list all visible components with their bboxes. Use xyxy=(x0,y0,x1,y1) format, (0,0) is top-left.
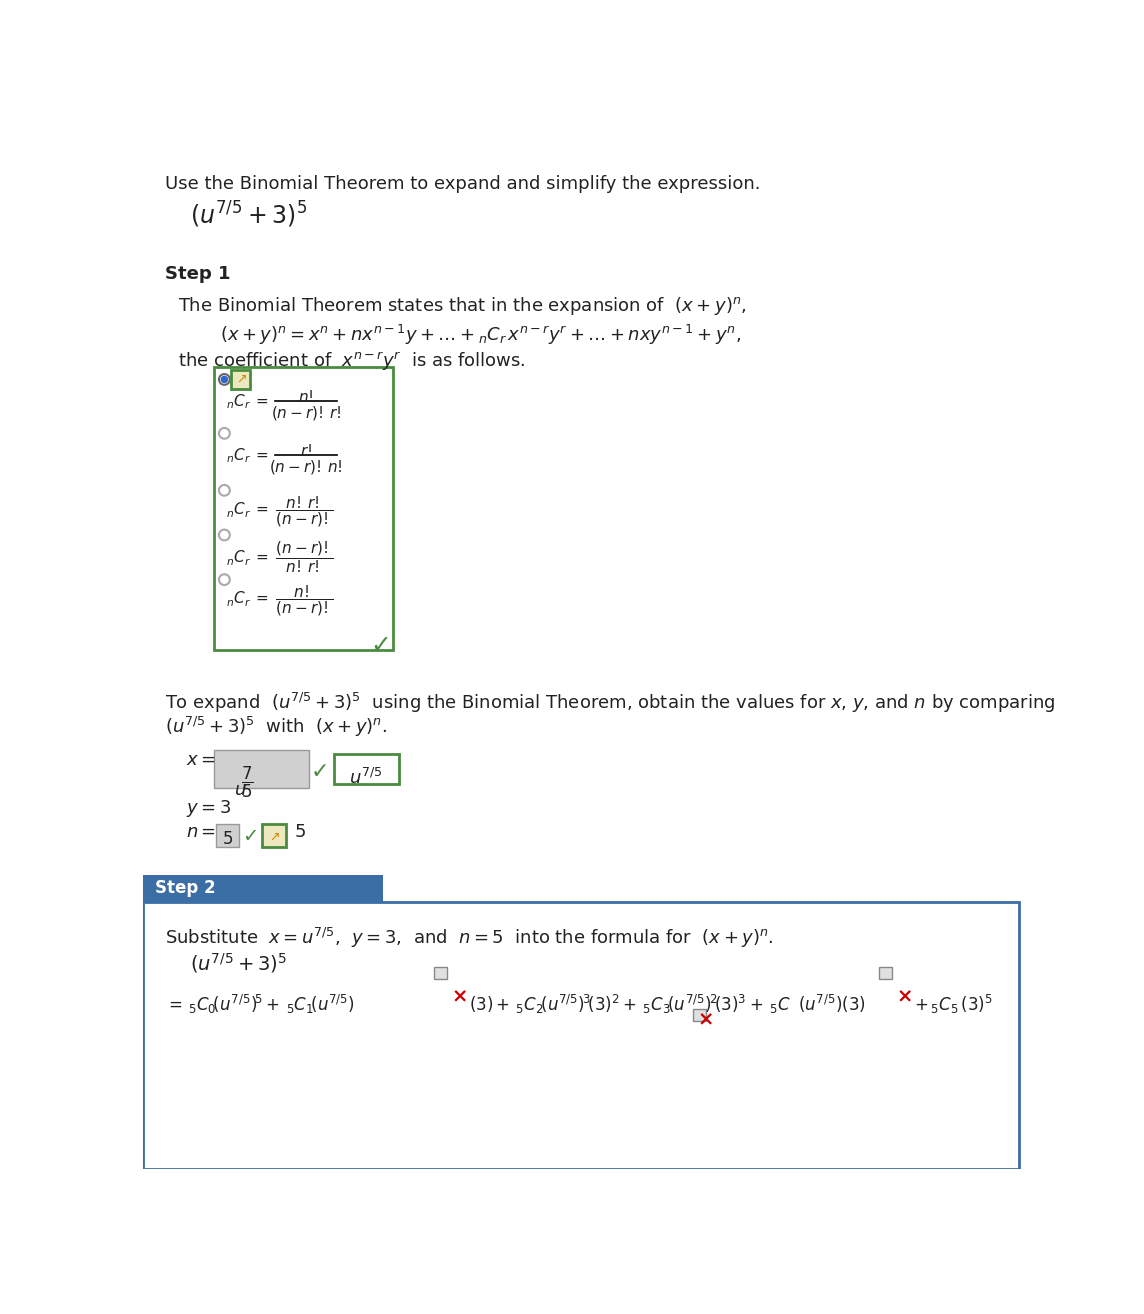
Text: $u$: $u$ xyxy=(233,782,246,799)
Text: Use the Binomial Theorem to expand and simplify the expression.: Use the Binomial Theorem to expand and s… xyxy=(165,175,761,193)
Text: $\left(u^{7/5} + 3\right)^5$: $\left(u^{7/5} + 3\right)^5$ xyxy=(190,200,307,230)
Text: To expand  $\left(u^{7/5} + 3\right)^5$  using the Binomial Theorem, obtain the : To expand $\left(u^{7/5} + 3\right)^5$ u… xyxy=(165,691,1055,715)
Text: $(3) +\, {_5}C_2\!\left(u^{7/5}\right)^{\!3}\!(3)^2 +\, {_5}C_3\!\left(u^{7/5}\r: $(3) +\, {_5}C_2\!\left(u^{7/5}\right)^{… xyxy=(469,993,791,1016)
FancyBboxPatch shape xyxy=(214,367,392,650)
Text: $x =$: $x =$ xyxy=(185,750,215,769)
FancyBboxPatch shape xyxy=(231,371,249,389)
Text: The Binomial Theorem states that in the expansion of  $(x + y)^n$,: The Binomial Theorem states that in the … xyxy=(177,294,747,317)
Text: $r!$: $r!$ xyxy=(300,443,312,460)
Text: $y = 3$: $y = 3$ xyxy=(185,799,231,820)
FancyBboxPatch shape xyxy=(143,901,1019,1169)
Text: $_nC_r\;=\;\dfrac{n!}{(n-r)!}$: $_nC_r\;=\;\dfrac{n!}{(n-r)!}$ xyxy=(225,583,333,619)
Text: ×: × xyxy=(697,1010,714,1029)
Text: $\left(u^{7/5} + 3\right)^5$  with  $(x + y)^n$.: $\left(u^{7/5} + 3\right)^5$ with $(x + … xyxy=(165,715,387,740)
Text: ×: × xyxy=(452,987,468,1007)
Text: $_nC_r\;=\;\dfrac{n!\,r!}{(n-r)!}$: $_nC_r\;=\;\dfrac{n!\,r!}{(n-r)!}$ xyxy=(225,494,333,530)
Text: $=\, {_5}C_0\!\left(u^{7/5}\right)^{\!5} +\, {_5}C_1\!\left(u^{7/5}\right)$: $=\, {_5}C_0\!\left(u^{7/5}\right)^{\!5}… xyxy=(165,993,355,1016)
Text: $5$: $5$ xyxy=(294,823,305,841)
Text: $n =$: $n =$ xyxy=(185,823,216,841)
Text: ×: × xyxy=(896,987,913,1007)
Text: ✓: ✓ xyxy=(310,762,329,782)
Text: ✓: ✓ xyxy=(241,827,259,846)
Text: the coefficient of  $x^{n-r}y^r$  is as follows.: the coefficient of $x^{n-r}y^r$ is as fo… xyxy=(177,350,525,373)
FancyBboxPatch shape xyxy=(880,967,891,979)
FancyBboxPatch shape xyxy=(334,754,399,784)
Text: $(x + y)^n = x^n + nx^{n-1}y + \ldots + {_n}C_r\, x^{n-r}y^r + \ldots + nxy^{n-1: $(x + y)^n = x^n + nx^{n-1}y + \ldots + … xyxy=(221,323,741,347)
Text: $\dfrac{7}{5}$: $\dfrac{7}{5}$ xyxy=(241,765,254,800)
Text: Step 1: Step 1 xyxy=(165,265,230,284)
FancyBboxPatch shape xyxy=(435,967,447,979)
Text: Step 2: Step 2 xyxy=(156,879,216,897)
Text: Substitute  $x = u^{7/5}$,  $y = 3$,  and  $n = 5$  into the formula for  $(x + : Substitute $x = u^{7/5}$, $y = 3$, and $… xyxy=(165,926,773,950)
FancyBboxPatch shape xyxy=(262,824,286,846)
Text: $u^{7/5}$: $u^{7/5}$ xyxy=(349,767,383,787)
Text: $_nC_r\;=$: $_nC_r\;=$ xyxy=(225,393,269,411)
Text: $(n - r)!\,n!$: $(n - r)!\,n!$ xyxy=(269,459,342,476)
Text: $\nearrow$: $\nearrow$ xyxy=(235,373,247,386)
Text: $5$: $5$ xyxy=(222,830,233,848)
FancyBboxPatch shape xyxy=(143,875,383,901)
Text: $\nearrow$: $\nearrow$ xyxy=(268,830,280,844)
Text: ✓: ✓ xyxy=(371,633,391,657)
FancyBboxPatch shape xyxy=(216,824,239,846)
Text: $\left(u^{7/5} + 3\right)^5$: $\left(u^{7/5} + 3\right)^5$ xyxy=(190,951,286,975)
Text: $_nC_r\;=\;\dfrac{(n-r)!}{n!\,r!}$: $_nC_r\;=\;\dfrac{(n-r)!}{n!\,r!}$ xyxy=(225,539,333,574)
Text: $(n - r)!\,r!$: $(n - r)!\,r!$ xyxy=(271,405,341,422)
FancyBboxPatch shape xyxy=(693,1009,706,1021)
Text: $+\, {_5}C_5\,(3)^5$: $+\, {_5}C_5\,(3)^5$ xyxy=(914,993,993,1016)
Circle shape xyxy=(221,376,228,382)
Text: $n!$: $n!$ xyxy=(299,389,313,406)
FancyBboxPatch shape xyxy=(214,750,309,788)
Text: $\left(u^{7/5}\right)(3)$: $\left(u^{7/5}\right)(3)$ xyxy=(797,993,866,1016)
Text: $_nC_r\;=$: $_nC_r\;=$ xyxy=(225,447,269,465)
